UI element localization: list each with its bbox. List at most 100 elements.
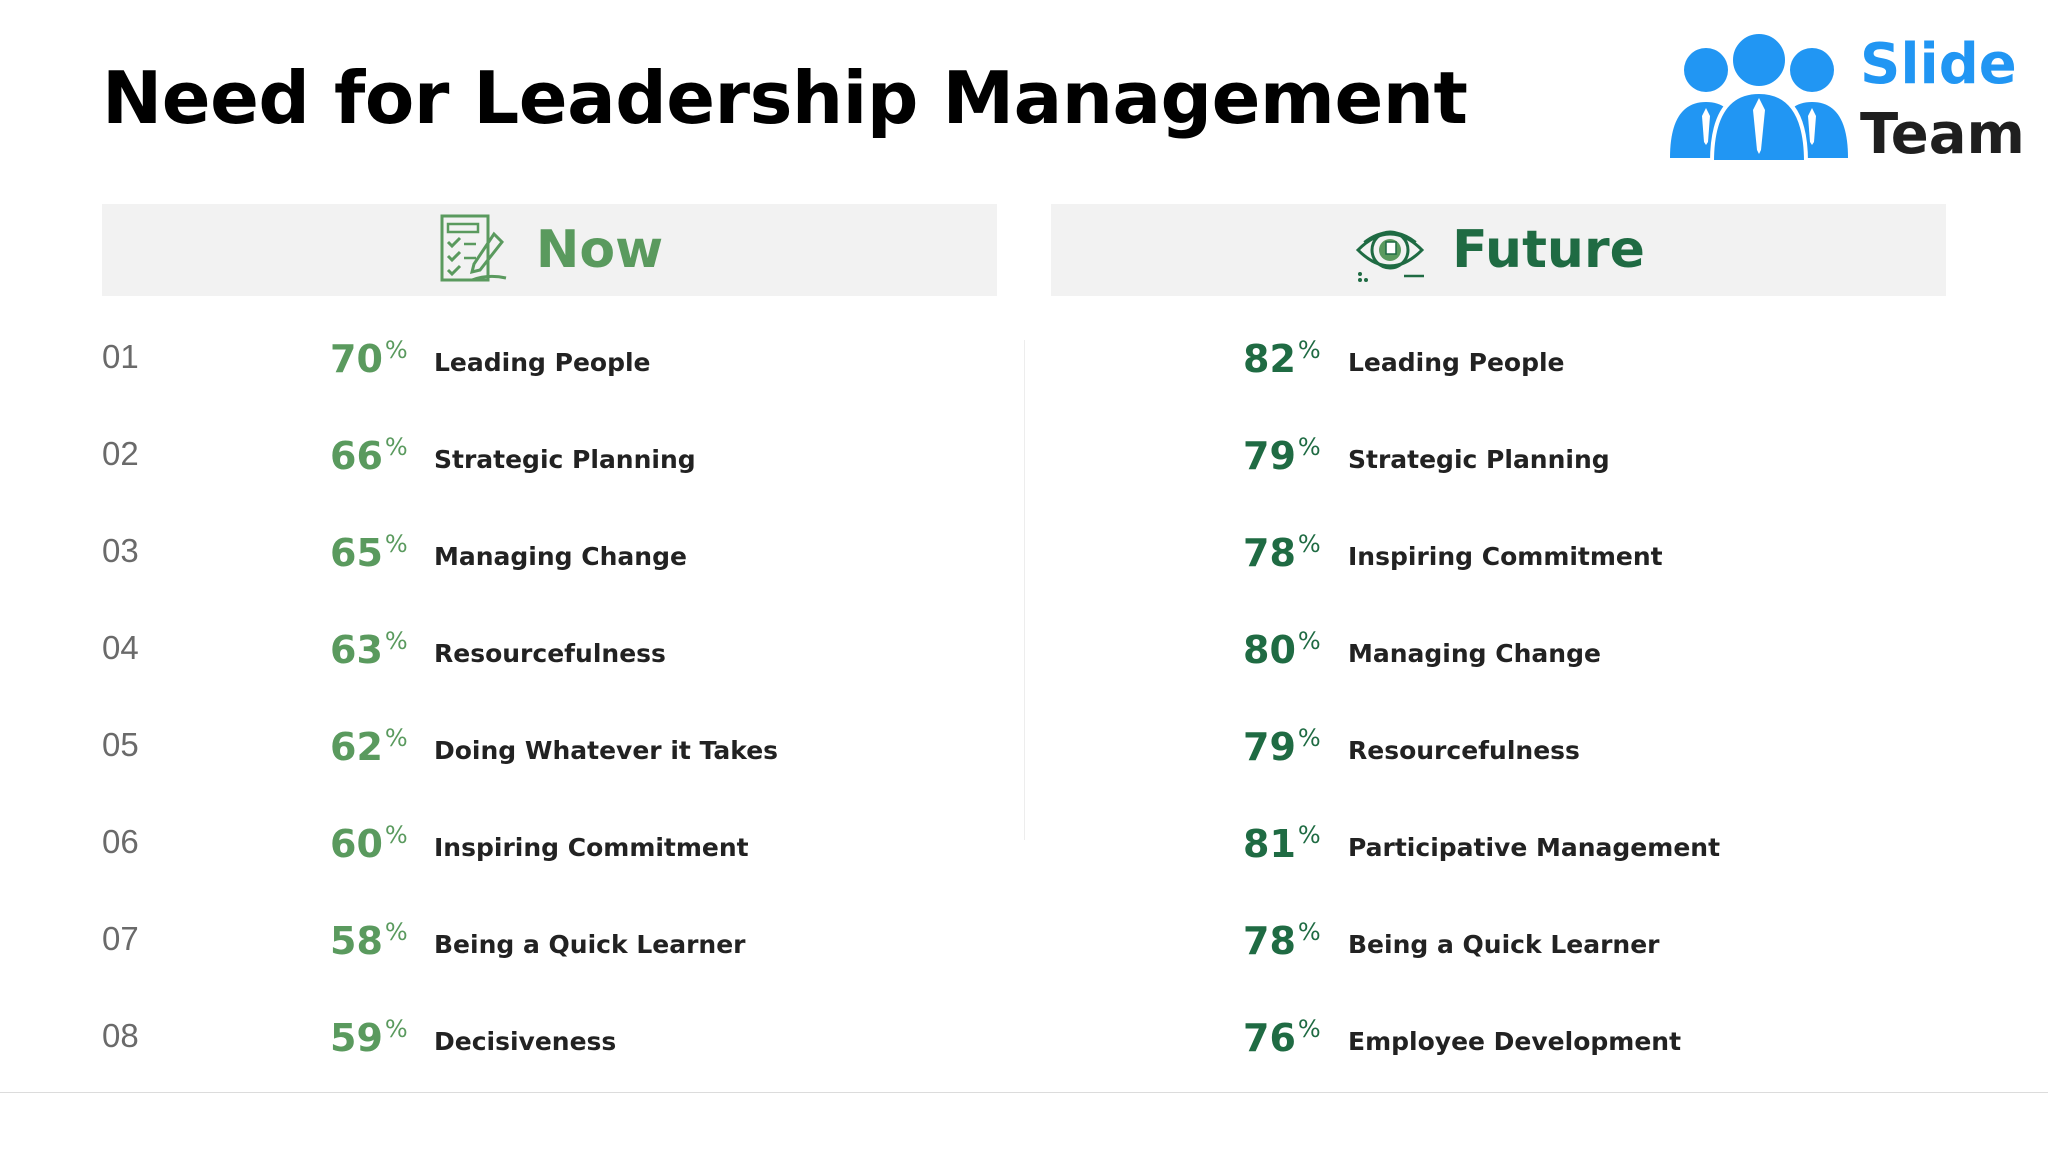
percentage-value: 81%: [1243, 821, 1321, 866]
item-label: Resourcefulness: [434, 639, 666, 668]
percent-sign: %: [1297, 530, 1321, 558]
item-label: Leading People: [434, 348, 651, 377]
item-label: Leading People: [1348, 348, 1565, 377]
percentage-number: 58: [330, 919, 383, 963]
item-number: 03: [102, 532, 139, 569]
percent-sign: %: [384, 530, 408, 558]
percentage-number: 63: [330, 628, 383, 672]
item-number: 07: [102, 920, 139, 957]
percentage-number: 76: [1243, 1016, 1296, 1060]
now-list-item: 02 66% Strategic Planning: [0, 433, 1024, 495]
percentage-value: 70%: [330, 336, 408, 381]
percentage-value: 63%: [330, 627, 408, 672]
column-divider: [1024, 340, 1025, 840]
percentage-number: 66: [330, 434, 383, 478]
item-label: Decisiveness: [434, 1027, 617, 1056]
item-number: 05: [102, 726, 139, 763]
future-list-item: 78% Inspiring Commitment: [0, 530, 2048, 592]
item-number: 02: [102, 435, 139, 472]
item-label: Managing Change: [434, 542, 687, 571]
future-list-item: 79% Resourcefulness: [0, 724, 2048, 786]
item-label: Being a Quick Learner: [1348, 930, 1660, 959]
percentage-value: 58%: [330, 918, 408, 963]
percent-sign: %: [384, 433, 408, 461]
percent-sign: %: [1297, 336, 1321, 364]
now-list-item: 03 65% Managing Change: [0, 530, 1024, 592]
now-list-item: 05 62% Doing Whatever it Takes: [0, 724, 1024, 786]
logo-text-team: Team: [1860, 102, 2025, 167]
percentage-value: 60%: [330, 821, 408, 866]
percent-sign: %: [384, 821, 408, 849]
percentage-value: 59%: [330, 1015, 408, 1060]
item-label: Inspiring Commitment: [434, 833, 749, 862]
future-list-item: 78% Being a Quick Learner: [0, 918, 2048, 980]
percentage-value: 62%: [330, 724, 408, 769]
percent-sign: %: [1297, 918, 1321, 946]
future-list-item: 76% Employee Development: [0, 1015, 2048, 1077]
percentage-value: 76%: [1243, 1015, 1321, 1060]
item-label: Resourcefulness: [1348, 736, 1580, 765]
logo-text-slide: Slide: [1860, 32, 2017, 97]
future-list-item: 80% Managing Change: [0, 627, 2048, 689]
percent-sign: %: [1297, 1015, 1321, 1043]
percent-sign: %: [384, 918, 408, 946]
now-list-item: 07 58% Being a Quick Learner: [0, 918, 1024, 980]
now-list-item: 04 63% Resourcefulness: [0, 627, 1024, 689]
slideteam-logo: Slide Team: [1664, 26, 2025, 167]
future-heading: Future: [1452, 220, 1645, 280]
percentage-number: 59: [330, 1016, 383, 1060]
percent-sign: %: [1297, 433, 1321, 461]
percentage-value: 79%: [1243, 433, 1321, 478]
item-number: 01: [102, 338, 139, 375]
percentage-number: 60: [330, 822, 383, 866]
percentage-value: 79%: [1243, 724, 1321, 769]
percentage-number: 78: [1243, 531, 1296, 575]
item-label: Being a Quick Learner: [434, 930, 746, 959]
percent-sign: %: [384, 724, 408, 752]
percentage-number: 80: [1243, 628, 1296, 672]
future-list-item: 79% Strategic Planning: [0, 433, 2048, 495]
item-label: Participative Management: [1348, 833, 1721, 862]
page-title: Need for Leadership Management: [102, 56, 1468, 140]
now-list-item: 06 60% Inspiring Commitment: [0, 821, 1024, 883]
now-list-item: 08 59% Decisiveness: [0, 1015, 1024, 1077]
eye-vision-icon: [1356, 230, 1425, 282]
percentage-value: 78%: [1243, 530, 1321, 575]
item-label: Managing Change: [1348, 639, 1601, 668]
item-label: Inspiring Commitment: [1348, 542, 1663, 571]
percentage-value: 78%: [1243, 918, 1321, 963]
future-header: Future: [1051, 204, 1946, 296]
percentage-number: 81: [1243, 822, 1296, 866]
percentage-value: 80%: [1243, 627, 1321, 672]
team-people-icon: [1670, 30, 1848, 164]
now-list-item: 01 70% Leading People: [0, 336, 1024, 398]
item-number: 08: [102, 1017, 139, 1054]
item-label: Doing Whatever it Takes: [434, 736, 779, 765]
percentage-number: 62: [330, 725, 383, 769]
item-label: Strategic Planning: [1348, 445, 1610, 474]
item-label: Strategic Planning: [434, 445, 696, 474]
percent-sign: %: [384, 1015, 408, 1043]
percent-sign: %: [384, 336, 408, 364]
item-number: 04: [102, 629, 139, 666]
percentage-value: 65%: [330, 530, 408, 575]
percentage-number: 65: [330, 531, 383, 575]
future-list-item: 82% Leading People: [0, 336, 2048, 398]
percent-sign: %: [1297, 627, 1321, 655]
percentage-number: 79: [1243, 434, 1296, 478]
now-heading: Now: [535, 220, 664, 280]
item-label: Employee Development: [1348, 1027, 1682, 1056]
percent-sign: %: [1297, 724, 1321, 752]
bottom-rule: [0, 1092, 2048, 1093]
checklist-pen-icon: [440, 214, 507, 282]
percentage-value: 82%: [1243, 336, 1321, 381]
now-header: Now: [102, 204, 997, 296]
percentage-number: 78: [1243, 919, 1296, 963]
percentage-number: 79: [1243, 725, 1296, 769]
future-list-item: 81% Participative Management: [0, 821, 2048, 883]
percentage-number: 70: [330, 337, 383, 381]
percent-sign: %: [384, 627, 408, 655]
percentage-number: 82: [1243, 337, 1296, 381]
percent-sign: %: [1297, 821, 1321, 849]
item-number: 06: [102, 823, 139, 860]
